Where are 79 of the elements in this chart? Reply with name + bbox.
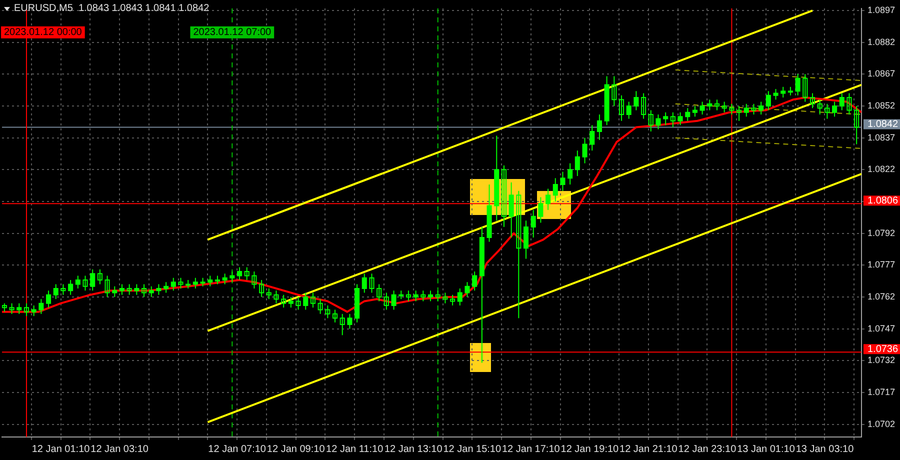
candlestick: [736, 106, 742, 122]
ref-line-label: 1.0806: [867, 195, 898, 206]
candlestick: [178, 277, 184, 289]
candlestick: [846, 92, 852, 115]
candlestick: [751, 103, 756, 115]
candlestick: [854, 106, 860, 145]
candlestick: [244, 266, 250, 280]
candlestick: [618, 94, 624, 122]
candlestick: [435, 290, 440, 302]
candlestick: [648, 110, 654, 132]
y-tick-label: 1.0882: [867, 36, 896, 47]
candlestick: [824, 103, 830, 120]
candlestick: [729, 103, 734, 115]
candlestick: [670, 112, 676, 128]
ref-line-label: 1.0842: [867, 118, 898, 130]
ref-line-label: 1.0736: [867, 344, 898, 355]
candlestick: [310, 292, 316, 308]
candlestick: [714, 99, 720, 111]
y-tick-label: 1.0837: [867, 132, 896, 142]
chart-title: EURUSD,M5 1.0843 1.0843 1.0841 1.0842: [14, 3, 210, 14]
x-tick-label: 12 Jan 01:10: [32, 444, 90, 455]
y-tick-label: 1.0732: [867, 355, 896, 366]
x-tick-label: 12 Jan 21:10: [620, 444, 678, 455]
x-tick-label: 12 Jan 15:10: [443, 444, 502, 455]
y-tick-label: 1.0822: [867, 164, 896, 174]
y-tick-label: 1.0777: [867, 260, 896, 270]
candlestick: [450, 294, 456, 306]
candlestick: [516, 190, 522, 319]
candlestick: [142, 284, 147, 298]
y-tick-label: 1.0867: [867, 68, 896, 79]
y-tick-label: 1.0762: [867, 291, 896, 302]
candlestick: [252, 271, 257, 289]
x-tick-label: 12 Jan 23:10: [678, 444, 737, 455]
candlestick: [802, 74, 808, 102]
x-tick-label: 12 Jan 09:10: [266, 444, 326, 455]
x-tick-label: 13 Jan 01:10: [737, 444, 796, 455]
candlestick: [9, 302, 14, 314]
ref-line-label: 2023.01.12 07:00: [193, 27, 272, 38]
candlestick: [318, 298, 323, 314]
y-tick-label: 1.0717: [867, 386, 896, 397]
candlestick: [369, 273, 374, 294]
x-tick-label: 12 Jan 19:10: [560, 444, 620, 455]
y-tick-label: 1.0852: [867, 100, 896, 110]
candlestick: [406, 290, 411, 302]
candlestick: [420, 290, 426, 302]
y-tick-label: 1.0702: [867, 418, 896, 429]
candlestick: [442, 292, 448, 304]
candlestick: [24, 302, 30, 317]
x-tick-label: 12 Jan 17:10: [502, 444, 560, 455]
candlestick: [722, 101, 727, 113]
candlestick: [384, 292, 389, 310]
candlestick: [817, 99, 822, 115]
x-tick-label: 12 Jan 07:10: [208, 444, 266, 455]
candlestick: [82, 275, 88, 292]
x-tick-label: 12 Jan 03:10: [90, 444, 149, 455]
candlestick: [332, 309, 338, 323]
x-tick-label: 13 Jan 03:10: [796, 444, 854, 455]
candlestick: [325, 304, 330, 319]
y-tick-label: 1.0792: [867, 228, 896, 238]
candlestick: [274, 290, 279, 304]
candlestick: [259, 279, 264, 298]
candlestick: [501, 164, 506, 228]
candlestick: [376, 284, 382, 302]
ref-line-label: 2023.01.12 00:00: [4, 27, 82, 38]
candlestick: [266, 288, 272, 300]
candlestick: [810, 92, 816, 109]
candlestick: [612, 76, 617, 106]
candlestick: [97, 268, 102, 285]
candlestick: [281, 294, 286, 308]
candlestick: [641, 92, 646, 120]
y-tick-label: 1.0747: [867, 323, 896, 334]
candlestick: [60, 284, 66, 296]
x-tick-label: 12 Jan 13:10: [384, 444, 443, 455]
candlestick: [340, 313, 345, 336]
y-tick-label: 1.0897: [867, 5, 896, 16]
x-tick-label: 12 Jan 11:10: [326, 444, 384, 455]
candlestick: [296, 296, 301, 310]
candlestick: [126, 284, 132, 296]
candlestick: [104, 275, 110, 298]
